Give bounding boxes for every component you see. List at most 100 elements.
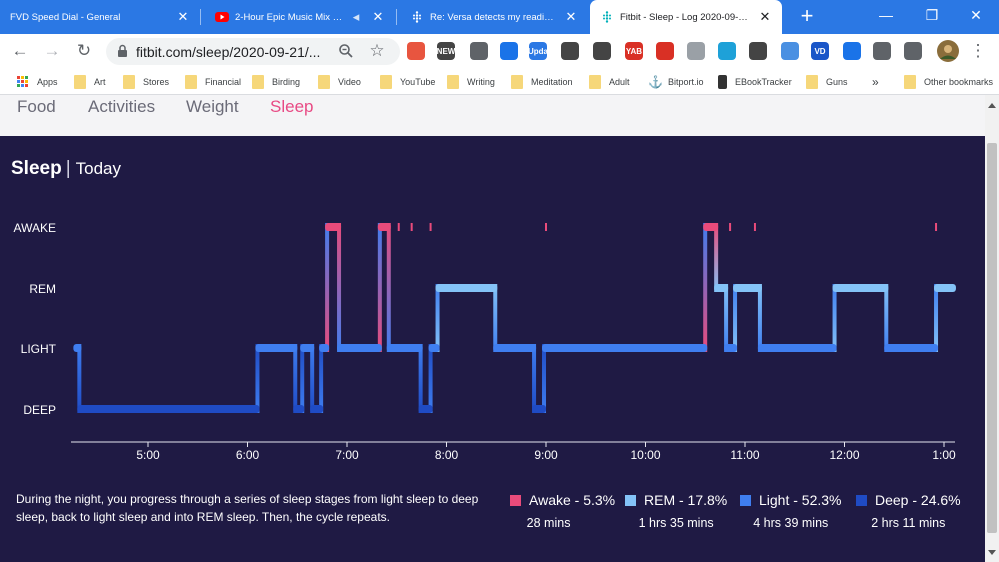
- close-tab-icon[interactable]: ✕: [372, 9, 384, 24]
- tab-title: Fitbit - Sleep - Log 2020-09-21 28970: [620, 11, 752, 23]
- page-scrollbar[interactable]: [985, 95, 999, 562]
- bookmarks-overflow-icon[interactable]: »: [872, 74, 879, 89]
- audio-icon[interactable]: ◂: [352, 9, 360, 24]
- x-tick-label: 5:00: [136, 448, 160, 462]
- bookmark-bitport-io[interactable]: ⚓ Bitport.io: [648, 73, 704, 90]
- avatar[interactable]: [936, 39, 960, 63]
- stage-transition: [377, 223, 382, 352]
- nav-weight[interactable]: Weight: [186, 97, 239, 116]
- stage-transition: [386, 223, 391, 352]
- page-title: Sleep | Today: [11, 158, 121, 180]
- bookmark-label: Writing: [467, 76, 495, 87]
- yab-icon[interactable]: YAB: [625, 42, 643, 60]
- puzzle-icon[interactable]: [873, 42, 891, 60]
- folder-icon: [123, 74, 135, 89]
- nav-food[interactable]: Food: [17, 97, 56, 116]
- reload-icon[interactable]: ↻: [76, 41, 92, 60]
- back-arrow-icon[interactable]: ←: [11, 41, 29, 60]
- bookmark-adult[interactable]: Adult: [589, 73, 630, 90]
- bookmark-stores[interactable]: Stores: [123, 73, 169, 90]
- menu-dots-icon[interactable]: ⋮: [969, 41, 987, 60]
- legend-awake-label: Awake - 5.3%: [529, 492, 616, 508]
- play-icon[interactable]: [781, 42, 799, 60]
- download-circle-icon[interactable]: [843, 42, 861, 60]
- stage-transition: [255, 344, 260, 413]
- tab-3[interactable]: Fitbit - Sleep - Log 2020-09-21 28970 ✕: [590, 0, 782, 34]
- other-bookmarks[interactable]: Other bookmarks: [904, 73, 993, 90]
- scroll-down-icon[interactable]: [988, 550, 996, 555]
- stage-transition: [325, 223, 330, 352]
- scroll-thumb[interactable]: [987, 143, 997, 533]
- brief-awake-mark: [935, 223, 938, 231]
- bookmark-label: Guns: [826, 76, 848, 87]
- restore-icon[interactable]: ❐: [925, 6, 939, 23]
- close-tab-icon[interactable]: ✕: [177, 9, 189, 24]
- at-sign-icon[interactable]: [593, 42, 611, 60]
- stage-label-awake: AWAKE: [14, 221, 56, 235]
- url-text: fitbit.com/sleep/2020-09-21/...: [136, 43, 321, 60]
- stage-transition: [77, 344, 82, 413]
- update-icon[interactable]: Upda: [528, 42, 548, 60]
- tab-1[interactable]: 2-Hour Epic Music Mix | Audion ◂ ✕: [205, 0, 395, 34]
- stage-transition: [293, 344, 298, 413]
- hand-icon[interactable]: [656, 42, 674, 60]
- stage-transition: [300, 344, 305, 413]
- bookmark-ebooktracker[interactable]: EBookTracker: [718, 73, 792, 90]
- bookmark-birding[interactable]: Birding: [252, 73, 300, 90]
- tab-title: Re: Versa detects my reading as if we: [430, 11, 558, 23]
- magnifier-icon[interactable]: [718, 42, 736, 60]
- sleep-panel: Sleep | Today AWAKE REM LIGHT DEEP 5:00 6:00 7:0…: [0, 136, 985, 562]
- vd-icon[interactable]: VD: [811, 42, 829, 60]
- sleep-segment-deep: [293, 405, 305, 413]
- bookmark-label: Video: [338, 76, 361, 87]
- playlist-icon[interactable]: [904, 42, 922, 60]
- bookmark-writing[interactable]: Writing: [447, 73, 495, 90]
- bookmark-art[interactable]: Art: [74, 73, 106, 90]
- zoom-icon[interactable]: [334, 39, 358, 63]
- download-arrow-icon[interactable]: [500, 42, 518, 60]
- fitbit-icon: [600, 10, 614, 24]
- bookmark-label: EBookTracker: [735, 76, 792, 87]
- stage-transition: [934, 284, 939, 352]
- bookmark-youtube[interactable]: YouTube: [380, 73, 435, 90]
- minimize-icon[interactable]: —: [879, 7, 893, 23]
- bookmark-financial[interactable]: Financial: [185, 73, 241, 90]
- stage-transition: [337, 223, 342, 352]
- close-window-icon[interactable]: ✕: [970, 6, 982, 23]
- sleep-segment-light: [493, 344, 537, 352]
- bookmark-meditation[interactable]: Meditation: [511, 73, 573, 90]
- news-icon[interactable]: NEW: [437, 42, 455, 60]
- address-bar[interactable]: fitbit.com/sleep/2020-09-21/...: [106, 38, 400, 65]
- nav-activities[interactable]: Activities: [88, 97, 156, 116]
- close-tab-icon[interactable]: ✕: [759, 9, 771, 24]
- tab-2[interactable]: Re: Versa detects my reading as if we ✕: [400, 0, 588, 34]
- docs-icon[interactable]: [687, 42, 705, 60]
- close-tab-icon[interactable]: ✕: [565, 9, 577, 24]
- browser-toolbar: ← → ↻ fitbit.com/sleep/2020-09-21/... ☆ …: [0, 34, 999, 68]
- bookmark-guns[interactable]: Guns: [806, 73, 848, 90]
- bookmark-apps[interactable]: Apps: [17, 73, 58, 90]
- folder-icon: [318, 74, 330, 89]
- sleep-segment-awake: [377, 223, 391, 231]
- x-tick-label: 7:00: [335, 448, 359, 462]
- dots-icon[interactable]: [749, 42, 767, 60]
- scroll-up-icon[interactable]: [988, 103, 996, 108]
- star-icon[interactable]: ☆: [369, 41, 385, 60]
- new-tab-button[interactable]: +: [800, 3, 814, 28]
- folder-icon: [252, 74, 264, 89]
- circle-arrow-icon[interactable]: [470, 42, 488, 60]
- stage-label-deep: DEEP: [23, 403, 56, 417]
- bookmark-video[interactable]: Video: [318, 73, 361, 90]
- brief-awake-mark: [397, 223, 400, 231]
- forward-arrow-icon[interactable]: →: [43, 41, 61, 60]
- color-wheel-icon[interactable]: [407, 42, 425, 60]
- nav-sleep[interactable]: Sleep: [270, 97, 314, 116]
- cloud-icon[interactable]: [561, 42, 579, 60]
- tab-0[interactable]: FVD Speed Dial - General ✕: [0, 0, 200, 34]
- legend-light-label: Light - 52.3%: [759, 492, 842, 508]
- stage-transition: [703, 223, 708, 352]
- sleep-segment-deep: [310, 405, 324, 413]
- brief-awake-mark: [429, 223, 432, 231]
- brief-awake-mark: [729, 223, 732, 231]
